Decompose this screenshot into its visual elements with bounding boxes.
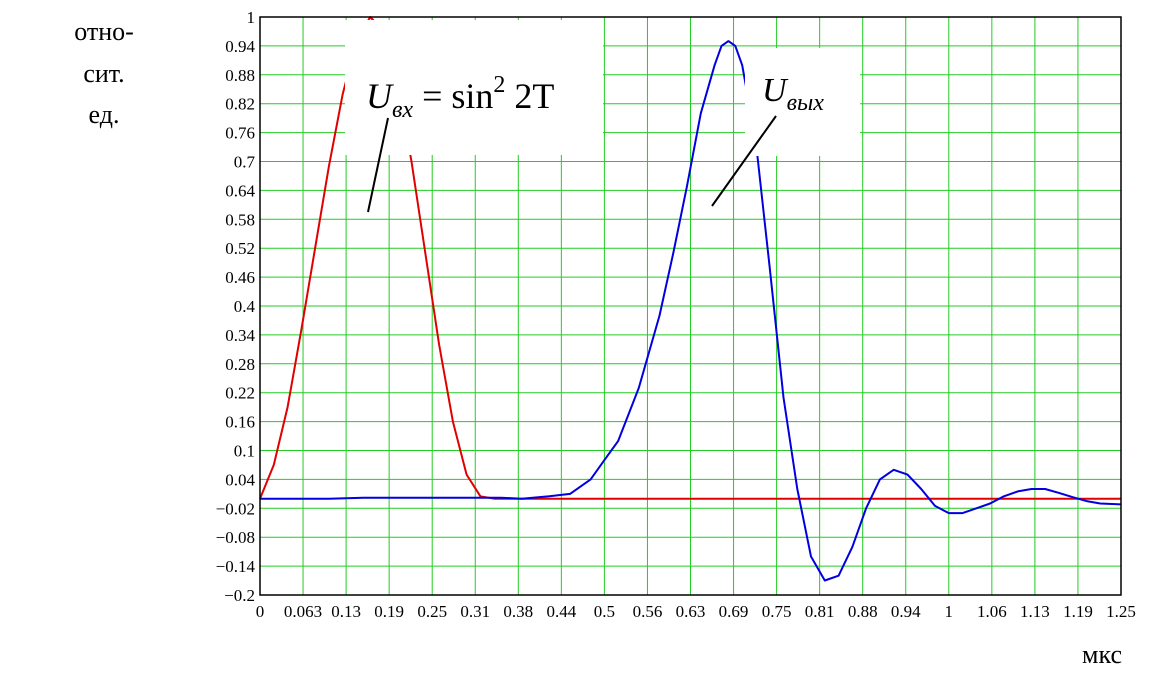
y-tick-label: 0.16 [225, 413, 255, 432]
y-tick-label: 1 [247, 8, 256, 27]
y-tick-label: −0.08 [216, 528, 255, 547]
y-tick-label: 0.28 [225, 355, 255, 374]
input-pointer-line [367, 117, 389, 213]
x-tick-label: 0.13 [331, 602, 361, 621]
output-label: Uвых [762, 72, 824, 116]
tick-labels: 0 0.063 0.13 0.19 0.25 0.31 0.38 0.44 0.5 0.56 0.6… [216, 8, 1136, 621]
y-tick-label: 0.34 [225, 326, 255, 345]
y-tick-label: 0.94 [225, 37, 255, 56]
x-tick-label: 1.06 [977, 602, 1007, 621]
y-tick-label: 0.04 [225, 470, 255, 489]
plot-frame [259, 16, 1122, 596]
x-tick-label: 0.31 [460, 602, 490, 621]
output-label-box [745, 48, 860, 156]
y-axis-label-line: сит. [83, 59, 125, 88]
y-tick-label: 0.52 [225, 239, 255, 258]
y-axis-label-line: ед. [88, 100, 120, 129]
x-tick-label: 0.63 [676, 602, 706, 621]
x-tick-label: 1.19 [1063, 602, 1093, 621]
x-tick-label: 0.56 [633, 602, 663, 621]
series-layer [259, 16, 1122, 582]
y-tick-label: −0.02 [216, 499, 255, 518]
x-tick-label: 0.44 [546, 602, 576, 621]
y-tick-label: 0.82 [225, 95, 255, 114]
x-tick-label: 0.69 [719, 602, 749, 621]
x-tick-label: 0 [256, 602, 265, 621]
y-tick-label: −0.14 [216, 557, 256, 576]
y-tick-label: 0.64 [225, 181, 255, 200]
y-tick-label: −0.2 [224, 586, 255, 605]
y-tick-label: 0.22 [225, 384, 255, 403]
x-tick-label: 0.25 [417, 602, 447, 621]
x-tick-label: 1.25 [1106, 602, 1136, 621]
y-tick-label: 0.88 [225, 66, 255, 85]
y-tick-label: 0.76 [225, 124, 255, 143]
y-tick-label: 0.7 [234, 153, 256, 172]
x-tick-label: 1 [945, 602, 954, 621]
y-tick-label: 0.4 [234, 297, 256, 316]
x-tick-label: 0.81 [805, 602, 835, 621]
input-formula-label: Uвх = sin2 2T [366, 72, 554, 123]
input-series-line [259, 16, 1121, 500]
x-tick-label: 1.13 [1020, 602, 1050, 621]
x-tick-label: 0.88 [848, 602, 878, 621]
x-tick-label: 0.19 [374, 602, 404, 621]
x-tick-label: 0.5 [594, 602, 615, 621]
x-tick-label: 0.063 [284, 602, 322, 621]
y-tick-label: 0.1 [234, 442, 255, 461]
output-pointer-line [711, 115, 777, 207]
y-axis-label-line: отно- [74, 17, 134, 46]
input-label-box [345, 20, 603, 155]
output-series-line [260, 40, 1122, 582]
x-tick-label: 0.38 [503, 602, 533, 621]
x-tick-label: 0.75 [762, 602, 792, 621]
y-tick-label: 0.58 [225, 210, 255, 229]
x-axis-unit-label: мкс [1082, 640, 1122, 669]
y-tick-label: 0.46 [225, 268, 255, 287]
x-tick-label: 0.94 [891, 602, 921, 621]
annotations: Uвх = sin2 2T Uвых [345, 20, 860, 213]
